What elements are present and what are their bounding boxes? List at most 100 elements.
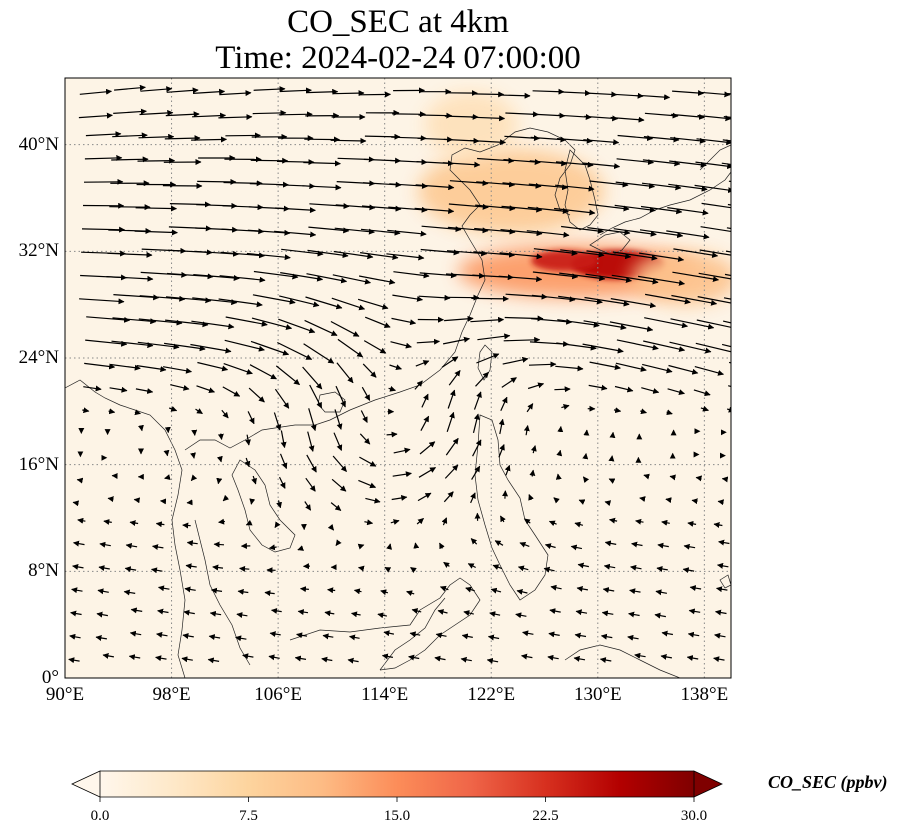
wind-arrow [134,409,141,416]
wind-arrow [631,541,643,548]
wind-arrow [516,588,528,595]
wind-arrow [245,519,253,526]
wind-arrow [686,655,699,661]
wind-arrow [640,205,683,215]
lon-label: 130°E [573,684,622,705]
wind-arrow [303,343,335,364]
wind-arrow [95,635,107,641]
wind-arrow [558,90,591,97]
lon-label: 138°E [680,684,729,705]
wind-arrow [73,540,85,547]
wind-arrow [556,342,597,351]
wind-arrow [190,343,232,354]
wind-arrow [470,492,476,504]
wind-arrow [543,566,555,573]
wind-arrow [472,413,480,434]
wind-arrow [70,610,82,617]
wind-arrow [414,207,455,214]
wind-arrow [307,249,349,259]
wind-arrow [694,184,731,194]
wind-arrow [644,293,691,305]
wind-arrow [335,385,346,408]
wind-arrow [601,610,614,617]
wind-arrow [695,342,731,353]
wind-arrow [515,612,527,619]
wind-arrow [393,447,411,454]
wind-arrow [691,498,698,505]
wind-arrow [644,112,679,119]
wind-arrow [138,133,175,140]
wind-arrow [196,385,215,394]
wind-arrow [682,567,695,574]
wind-arrow [251,475,257,485]
wind-arrow [363,340,387,354]
wind-arrow [498,275,543,283]
wind-arrow [216,455,223,463]
wind-arrow [72,500,80,507]
wind-arrow [109,386,128,393]
wind-arrow [460,656,472,663]
wind-arrow [560,249,605,258]
wind-arrow [184,586,196,593]
wind-arrow [574,632,587,639]
wind-arrow [716,586,728,593]
wind-arrow [603,563,616,570]
wind-arrow [473,251,515,258]
wind-arrow [688,608,701,615]
wind-arrow [559,272,606,282]
wind-arrow [278,318,316,334]
wind-arrow [602,587,615,593]
wind-arrow [614,204,656,213]
wind-arrow [242,653,254,660]
wind-arrow [197,361,229,372]
wind-arrow [219,275,266,283]
wind-arrow [574,521,584,528]
wind-arrow [391,317,417,326]
wind-arrow [669,341,712,354]
wind-arrow [305,296,343,310]
wind-arrow [191,320,235,330]
wind-arrow [693,389,711,397]
wind-arrow [274,521,281,528]
wind-arrow [330,320,360,337]
wind-arrow [250,340,290,356]
wind-arrow [83,385,102,392]
wind-arrow [419,272,457,279]
wind-arrow [331,478,347,492]
wind-arrow [273,412,282,431]
wind-arrow [361,386,371,401]
wind-arrow [609,321,654,332]
wind-arrow [722,320,731,324]
wind-arrow [549,608,561,615]
wind-arrow [588,384,608,391]
wind-arrow [112,317,157,325]
wind-arrow [280,272,324,282]
wind-arrow [547,654,559,661]
co-plume-kyushu-core [531,249,598,272]
wind-arrow [140,86,173,93]
wind-arrow [435,632,447,639]
wind-arrow [359,433,371,445]
wind-arrow [501,205,543,213]
lat-label: 32°N [18,240,59,262]
wind-arrow [634,652,646,659]
wind-arrow [683,543,696,550]
wind-arrow [519,541,530,548]
colorbar-tick-label: 0.0 [90,808,110,824]
wind-arrow [687,631,700,638]
wind-arrow [137,157,176,164]
wind-arrow [494,540,504,547]
wind-arrow [236,612,248,618]
wind-arrow [269,631,281,638]
wind-arrow [584,296,630,307]
wind-arrow [190,452,196,459]
wind-arrow [381,653,394,660]
wind-arrow [192,112,227,119]
wind-arrow [216,477,223,485]
wind-arrow [584,115,619,122]
wind-arrow [641,182,682,191]
colorbar-tick-label: 7.5 [239,808,258,824]
wind-arrow [134,229,178,236]
wind-arrow [487,634,500,641]
wind-arrow [586,250,632,260]
